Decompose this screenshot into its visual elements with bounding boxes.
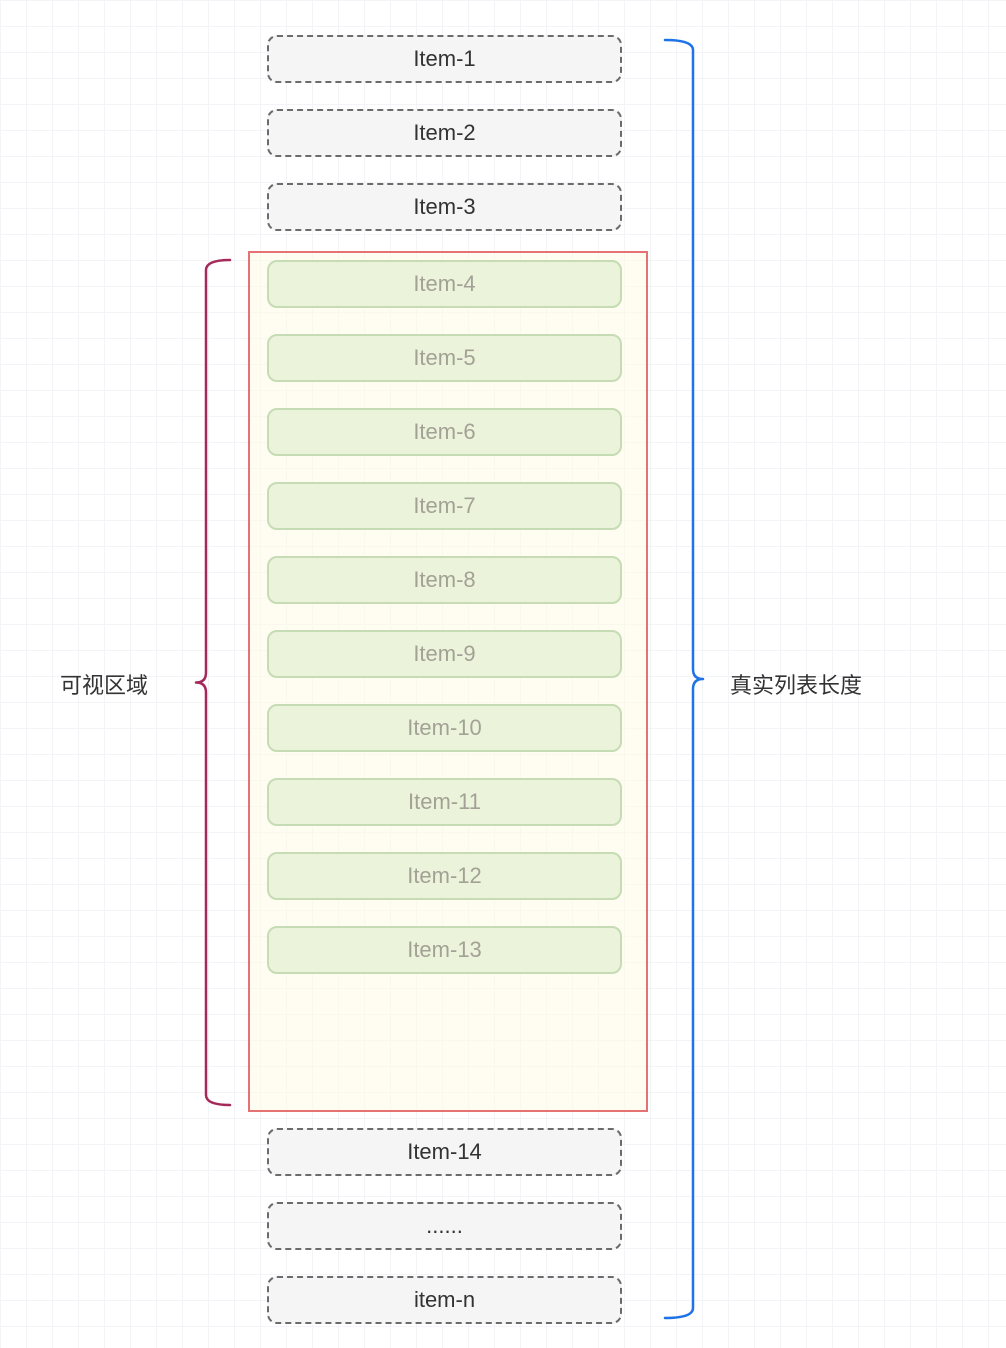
right-brace: [663, 36, 725, 1322]
list-item-bot-0: Item-14: [267, 1128, 622, 1176]
left-label: 可视区域: [60, 668, 148, 700]
list-item-bot-2: item-n: [267, 1276, 622, 1324]
list-item-label: Item-3: [413, 194, 475, 220]
right-label: 真实列表长度: [730, 668, 862, 700]
list-item-label: Item-14: [407, 1139, 482, 1165]
list-item-top-1: Item-2: [267, 109, 622, 157]
diagram-stage: Item-1Item-2Item-3Item-4Item-5Item-6Item…: [0, 0, 1006, 1348]
list-item-label: item-n: [414, 1287, 475, 1313]
viewport-box: [248, 251, 648, 1112]
list-item-label: Item-1: [413, 46, 475, 72]
list-item-label: Item-2: [413, 120, 475, 146]
list-item-bot-1: ......: [267, 1202, 622, 1250]
list-item-top-2: Item-3: [267, 183, 622, 231]
list-item-top-0: Item-1: [267, 35, 622, 83]
list-item-label: ......: [426, 1213, 463, 1239]
